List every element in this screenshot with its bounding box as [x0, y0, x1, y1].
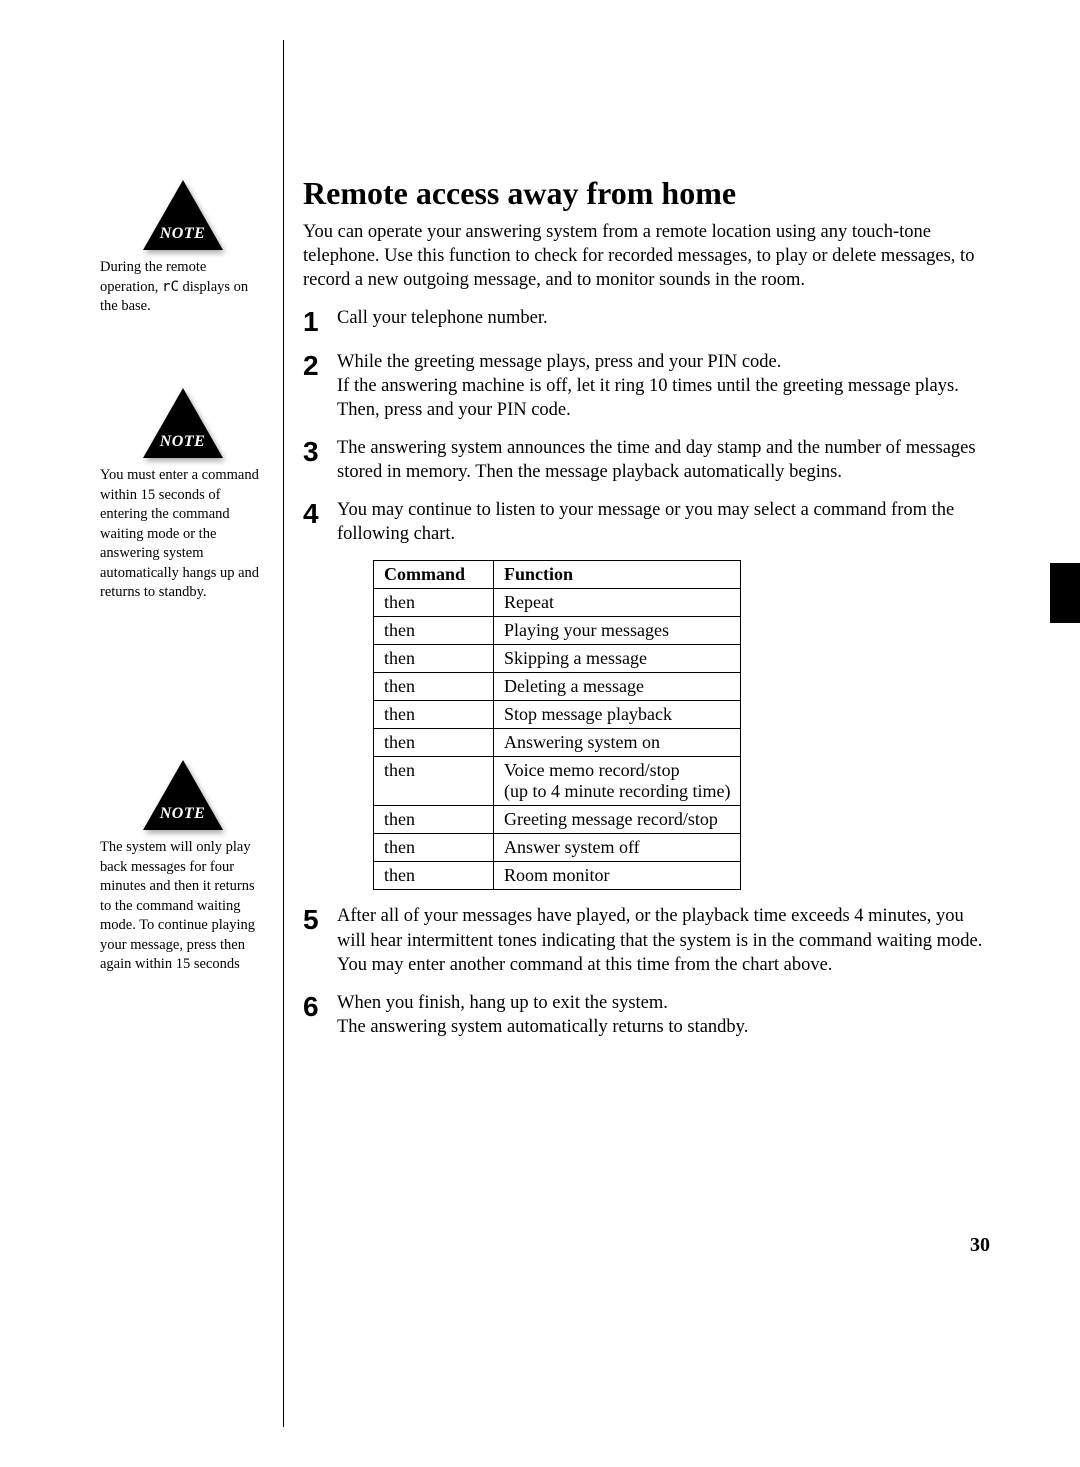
cmd-cell: then — [374, 617, 494, 645]
cmd-cell: then — [374, 834, 494, 862]
step-body: When you finish, hang up to exit the sys… — [337, 991, 990, 1039]
thumb-tab — [1050, 563, 1080, 623]
command-table: Command Function thenRepeat thenPlaying … — [373, 560, 741, 890]
step-number: 1 — [303, 306, 337, 336]
display-code: rC — [162, 279, 179, 295]
table-row: thenStop message playback — [374, 701, 741, 729]
sidebar: NOTE The system will only play back mess… — [100, 760, 265, 1025]
cmd-cell: then — [374, 673, 494, 701]
note-block: NOTE You must enter a command within 15 … — [100, 388, 265, 603]
step-number: 4 — [303, 498, 337, 528]
cmd-cell: then — [374, 862, 494, 890]
func-cell: Voice memo record/stop(up to 4 minute re… — [494, 757, 741, 806]
step-item: 2 While the greeting message plays, pres… — [303, 350, 990, 422]
cmd-cell: then — [374, 701, 494, 729]
cmd-cell: then — [374, 589, 494, 617]
table-row: thenGreeting message record/stop — [374, 806, 741, 834]
cmd-cell: then — [374, 806, 494, 834]
note-label: NOTE — [155, 225, 211, 243]
note-triangle-icon: NOTE — [143, 388, 223, 458]
table-row: thenSkipping a message — [374, 645, 741, 673]
note-triangle-icon: NOTE — [143, 180, 223, 250]
page: NOTE During the remote operation, rC dis… — [0, 0, 1080, 1467]
func-cell: Repeat — [494, 589, 741, 617]
func-cell: Stop message playback — [494, 701, 741, 729]
main-content: Remote access away from home You can ope… — [303, 175, 990, 1053]
note-text: You must enter a command within 15 secon… — [100, 466, 265, 603]
step-item: 6 When you finish, hang up to exit the s… — [303, 991, 990, 1039]
table-body: thenRepeat thenPlaying your messages the… — [374, 589, 741, 890]
note-text: During the remote operation, rC displays… — [100, 258, 265, 317]
table-header-row: Command Function — [374, 561, 741, 589]
step-number: 3 — [303, 436, 337, 466]
step-body: Call your telephone number. — [337, 306, 990, 330]
sidebar: NOTE You must enter a command within 15 … — [100, 388, 265, 653]
cmd-cell: then — [374, 757, 494, 806]
note-label: NOTE — [155, 805, 211, 823]
func-cell: Deleting a message — [494, 673, 741, 701]
table-row: thenPlaying your messages — [374, 617, 741, 645]
step-body: After all of your messages have played, … — [337, 904, 990, 976]
table-row: thenVoice memo record/stop(up to 4 minut… — [374, 757, 741, 806]
note-label: NOTE — [155, 433, 211, 451]
func-cell: Room monitor — [494, 862, 741, 890]
step-number: 5 — [303, 904, 337, 934]
note-triangle-icon: NOTE — [143, 760, 223, 830]
intro-paragraph: You can operate your answering system fr… — [303, 220, 990, 292]
note-block: NOTE During the remote operation, rC dis… — [100, 180, 265, 317]
step-body: The answering system announces the time … — [337, 436, 990, 484]
step-body: While the greeting message plays, press … — [337, 350, 990, 422]
cmd-cell: then — [374, 729, 494, 757]
table-row: thenRepeat — [374, 589, 741, 617]
table-header-command: Command — [374, 561, 494, 589]
step-item: 4 You may continue to listen to your mes… — [303, 498, 990, 546]
step-body: You may continue to listen to your messa… — [337, 498, 990, 546]
table-row: thenDeleting a message — [374, 673, 741, 701]
table-header-function: Function — [494, 561, 741, 589]
func-cell: Greeting message record/stop — [494, 806, 741, 834]
table-row: thenAnswer system off — [374, 834, 741, 862]
func-cell: Answer system off — [494, 834, 741, 862]
func-cell: Skipping a message — [494, 645, 741, 673]
note-text: The system will only play back messages … — [100, 838, 265, 975]
note-block: NOTE The system will only play back mess… — [100, 760, 265, 975]
cmd-cell: then — [374, 645, 494, 673]
sidebar: NOTE During the remote operation, rC dis… — [100, 180, 265, 367]
step-item: 1 Call your telephone number. — [303, 306, 990, 336]
step-number: 2 — [303, 350, 337, 380]
table-row: thenAnswering system on — [374, 729, 741, 757]
step-item: 5 After all of your messages have played… — [303, 904, 990, 976]
section-heading: Remote access away from home — [303, 175, 990, 212]
step-item: 3 The answering system announces the tim… — [303, 436, 990, 484]
func-cell: Answering system on — [494, 729, 741, 757]
step-number: 6 — [303, 991, 337, 1021]
table-row: thenRoom monitor — [374, 862, 741, 890]
vertical-rule — [283, 40, 284, 1427]
page-number: 30 — [970, 1234, 990, 1257]
func-cell: Playing your messages — [494, 617, 741, 645]
